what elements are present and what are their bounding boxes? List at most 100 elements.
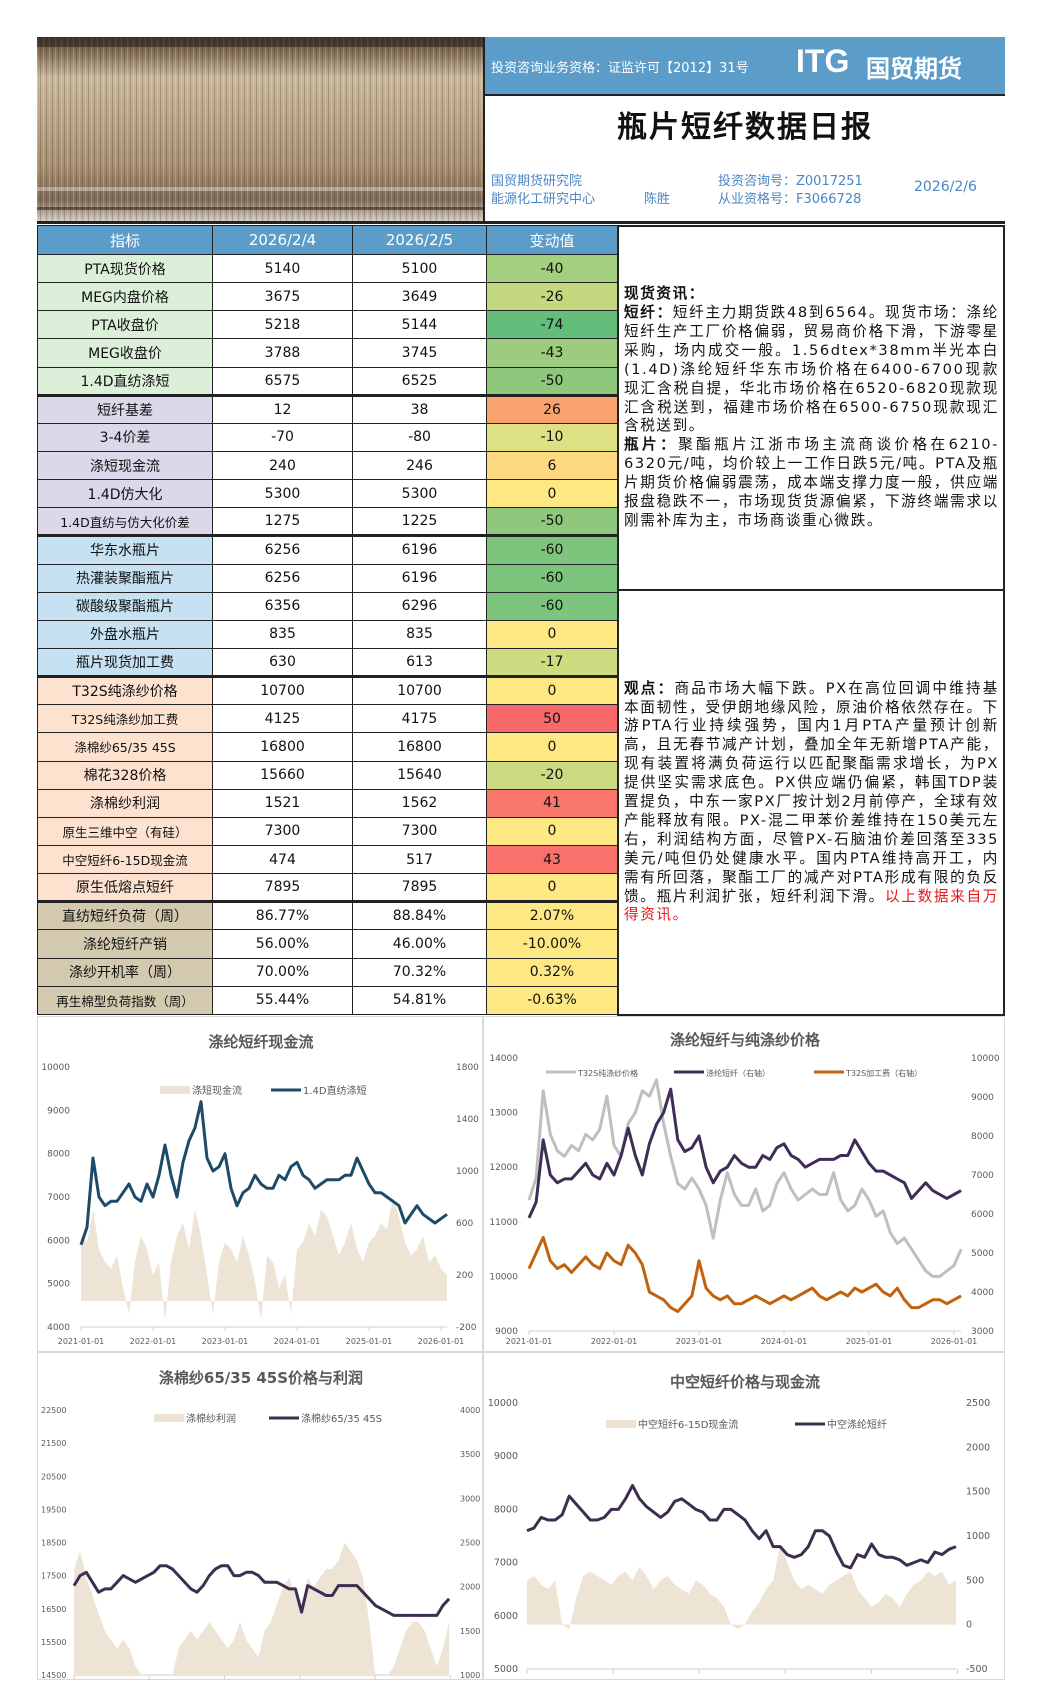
y-left-tick-label: 20500: [41, 1472, 66, 1481]
chart-svg: 中空短纤价格与现金流 5000 6000 7000 8000 9000 10000 -500 0…: [488, 1373, 990, 1675]
y-right-tick-label: 2500: [460, 1539, 480, 1548]
y-left-tick-label: 11000: [489, 1218, 518, 1228]
table-row: MEG内盘价格 3675 3649 -26: [37, 282, 618, 312]
change-value: 0: [486, 619, 618, 649]
value-day2: 6296: [352, 591, 487, 621]
x-tick-label: 2022-01-01: [591, 1337, 638, 1346]
value-day1: 12: [212, 393, 353, 424]
legend-label: 涤短现金流: [192, 1084, 242, 1097]
table-row: 碳酸级聚酯瓶片 6356 6296 -60: [37, 591, 618, 621]
chart-hollow-fiber-price-cashflow: 中空短纤价格与现金流 5000 6000 7000 8000 9000 10000 -500 0…: [483, 1352, 1005, 1680]
y-left-tick-label: 19500: [41, 1505, 66, 1514]
y-left-tick-label: 5000: [47, 1280, 70, 1290]
header-photo: [37, 37, 483, 222]
y-right-tick-label: 2000: [966, 1442, 990, 1453]
chart-fiber-vs-yarn-price: 涤纶短纤与纯涤纱价格 9000 10000 11000 12000 13000 14000 3…: [483, 1016, 1005, 1352]
legend-label: 涤棉纱65/35 45S: [301, 1412, 382, 1425]
chart-title: 涤纶短纤现金流: [208, 1033, 313, 1051]
y-right-tick-label: 6000: [971, 1210, 994, 1220]
table-row: 短纤基差 12 38 26: [37, 393, 618, 424]
value-day2: 38: [352, 393, 487, 424]
table-row: 涤棉纱利润 1521 1562 41: [37, 788, 618, 818]
change-value: 0: [486, 816, 618, 846]
value-day2: 1562: [352, 788, 487, 818]
change-value: -60: [486, 534, 618, 565]
table-row: 涤棉纱65/35 45S 16800 16800 0: [37, 732, 618, 762]
value-day2: 835: [352, 619, 487, 649]
table-row: 瓶片现货加工费 630 613 -17: [37, 647, 618, 678]
value-day2: 517: [352, 844, 487, 875]
chart-svg: 涤纶短纤与纯涤纱价格 9000 10000 11000 12000 13000 14000 3…: [489, 1031, 1000, 1346]
chart-svg: 涤棉纱65/35 45S价格与利润 14500 15500 16500 17500 185…: [41, 1369, 480, 1680]
value-day2: 5300: [352, 479, 487, 509]
y-left-tick-label: 10000: [488, 1398, 518, 1409]
indicator-name: 再生棉型负荷指数（周）: [37, 985, 213, 1015]
view-text: 商品市场大幅下跌。PX在高位回调中维持基本面韧性，受伊朗地缘风险，原油价格依然存…: [624, 679, 999, 905]
indicator-name: 1.4D直纺涤短: [37, 366, 213, 396]
value-day1: 6575: [212, 366, 353, 396]
table-row: T32S纯涤纱价格 10700 10700 0: [37, 675, 618, 706]
indicator-name: 原生低熔点短纤: [37, 873, 213, 903]
y-left-tick-label: 15500: [41, 1638, 66, 1647]
value-day1: 86.77%: [212, 900, 353, 931]
change-value: 50: [486, 704, 618, 734]
y-left-tick-label: 8000: [47, 1150, 70, 1160]
value-day1: 1275: [212, 507, 353, 537]
table-row: 再生棉型负荷指数（周） 55.44% 54.81% -0.63%: [37, 985, 618, 1015]
y-left-tick-label: 16500: [41, 1605, 66, 1614]
change-value: 41: [486, 788, 618, 818]
value-day1: 15660: [212, 760, 353, 790]
table-row: 1.4D直纺与仿大化价差 1275 1225 -50: [37, 507, 618, 537]
y-left-tick-label: 10000: [41, 1063, 70, 1073]
table-row: 热灌装聚酯瓶片 6256 6196 -60: [37, 563, 618, 593]
value-day1: 474: [212, 844, 353, 875]
report-date: 2026/2/6: [914, 179, 977, 195]
y-right-tick-label: 1000: [966, 1531, 990, 1542]
indicator-name: 华东水瓶片: [37, 534, 213, 565]
change-value: -26: [486, 282, 618, 312]
value-day1: 1521: [212, 788, 353, 818]
legend-label: 1.4D直纺涤短: [303, 1084, 367, 1097]
y-left-tick-label: 10000: [489, 1272, 518, 1282]
value-day2: -80: [352, 422, 487, 452]
indicator-name: MEG内盘价格: [37, 282, 213, 312]
value-day2: 246: [352, 450, 487, 481]
value-day2: 15640: [352, 760, 487, 790]
y-right-tick-label: 600: [456, 1219, 473, 1229]
x-tick-label: 2021-01-01: [506, 1337, 553, 1346]
indicator-name: 涤棉纱利润: [37, 788, 213, 818]
value-day2: 1225: [352, 507, 487, 537]
x-tick-label: 2026-01-01: [418, 1337, 465, 1346]
indicator-name: 原生三维中空（有硅）: [37, 816, 213, 846]
value-day2: 10700: [352, 675, 487, 706]
table-row: T32S纯涤纱加工费 4125 4175 50: [37, 704, 618, 734]
y-left-tick-label: 4000: [47, 1323, 70, 1333]
y-right-tick-label: 5000: [971, 1249, 994, 1259]
table-row: 华东水瓶片 6256 6196 -60: [37, 534, 618, 565]
value-day1: 7895: [212, 873, 353, 903]
legend-swatch: [154, 1414, 184, 1422]
header-band: 投资咨询业务资格：证监许可【2012】31号 ITG 国贸期货: [483, 37, 1005, 94]
x-tick-label: 2024-01-01: [274, 1337, 321, 1346]
y-right-tick-label: 4000: [971, 1288, 994, 1298]
series-line-1: [526, 1484, 957, 1570]
y-left-tick-label: 9000: [495, 1327, 518, 1337]
table-row: 中空短纤6-15D现金流 474 517 43: [37, 844, 618, 875]
data-table: 指标 2026/2/4 2026/2/5 变动值 PTA现货价格 5140 5100…: [37, 225, 618, 1015]
table-row: 原生低熔点短纤 7895 7895 0: [37, 873, 618, 903]
value-day1: 55.44%: [212, 985, 353, 1015]
y-right-tick-label: 2500: [966, 1398, 990, 1409]
change-value: 0: [486, 732, 618, 762]
value-day2: 5100: [352, 253, 487, 284]
y-left-tick-label: 14500: [41, 1671, 66, 1680]
change-value: 26: [486, 393, 618, 424]
x-tick-label: 2023-01-01: [676, 1337, 723, 1346]
x-tick-label: 2026-01-01: [931, 1337, 978, 1346]
y-right-tick-label: 200: [456, 1271, 473, 1281]
value-day2: 70.32%: [352, 957, 487, 987]
view-label: 观点：: [624, 679, 675, 697]
license-text: 投资咨询业务资格：证监许可【2012】31号: [491, 61, 749, 76]
y-left-tick-label: 12000: [489, 1163, 518, 1173]
x-tick-label: 2022-01-01: [130, 1337, 177, 1346]
y-left-tick-label: 5000: [494, 1664, 518, 1675]
